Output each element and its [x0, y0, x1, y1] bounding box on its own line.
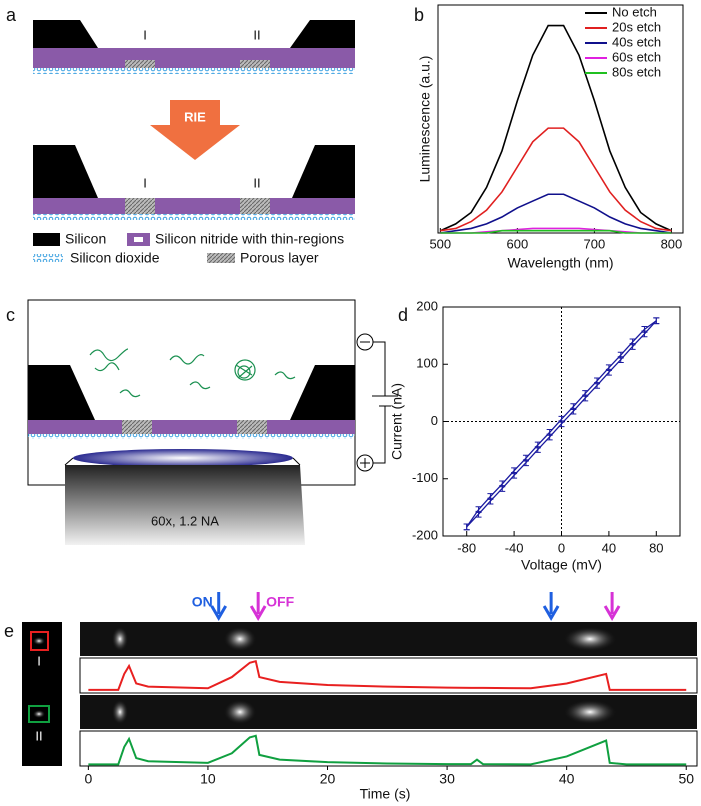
error-bar — [499, 480, 506, 488]
event-arrow — [210, 592, 228, 621]
device-before — [33, 20, 355, 74]
panel-letter: a — [6, 5, 17, 25]
x-axis-label: Voltage (mV) — [521, 557, 602, 573]
event-label: ON — [192, 594, 213, 610]
x-tick-label: 0 — [84, 771, 92, 787]
x-tick-label: 20 — [320, 771, 336, 787]
x-tick-label: 0 — [558, 540, 565, 555]
device-after — [33, 145, 355, 220]
trace-frame — [79, 730, 698, 767]
region-label: I — [143, 27, 147, 42]
region-label: I — [37, 653, 41, 668]
panel-letter: d — [398, 305, 408, 325]
panel-letter: b — [414, 5, 424, 25]
y-axis-label: Luminescence (a.u.) — [417, 56, 433, 183]
event-arrow — [603, 592, 621, 621]
legend-label: 60s etch — [612, 49, 661, 64]
legend-label: Silicon — [65, 231, 106, 247]
process-label: RIE — [184, 109, 206, 124]
error-bar — [582, 390, 589, 397]
error-bar — [617, 351, 624, 359]
legend-swatch — [33, 233, 60, 246]
region-label: II — [253, 175, 260, 190]
x-axis-label: Wavelength (nm) — [507, 255, 613, 271]
y-tick-label: 100 — [416, 356, 438, 371]
event-label: OFF — [266, 594, 294, 610]
panel-letter: c — [6, 305, 15, 325]
x-tick-label: 30 — [439, 771, 455, 787]
legend-swatch — [33, 254, 63, 262]
circuit — [356, 333, 398, 472]
legend-label: 20s etch — [612, 19, 661, 34]
error-bar — [605, 364, 612, 372]
region-label: II — [253, 27, 260, 42]
y-tick-label: -200 — [412, 527, 438, 542]
error-bar — [487, 493, 494, 500]
legend-label: Porous layer — [240, 250, 319, 266]
x-tick-label: 700 — [584, 236, 606, 251]
plot-frame — [437, 4, 684, 234]
data-line — [440, 127, 672, 232]
y-axis-label: Current (nA) — [389, 383, 405, 460]
error-bar — [534, 441, 541, 449]
error-bar — [558, 415, 565, 423]
x-tick-label: 40 — [559, 771, 575, 787]
error-bar — [594, 377, 601, 385]
x-tick-label: 50 — [678, 771, 694, 787]
x-tick-label: 10 — [200, 771, 216, 787]
region-label: I — [143, 175, 147, 190]
x-axis-label: Time (s) — [360, 786, 411, 802]
x-tick-label: 800 — [661, 236, 683, 251]
error-bar — [463, 523, 470, 531]
error-bar — [653, 317, 660, 325]
event-arrow — [542, 592, 560, 621]
y-tick-label: 0 — [431, 413, 438, 428]
x-tick-label: 80 — [649, 540, 663, 555]
legend-label: Silicon dioxide — [70, 250, 160, 266]
objective-label: 60x, 1.2 NA — [151, 513, 219, 528]
process-arrow — [150, 100, 240, 160]
error-bar — [641, 325, 648, 333]
error-bar — [475, 506, 482, 514]
x-tick-label: -80 — [457, 540, 476, 555]
legend-label: 80s etch — [612, 64, 661, 79]
y-tick-label: -100 — [412, 470, 438, 485]
x-tick-label: 40 — [602, 540, 616, 555]
image-strip — [22, 622, 62, 766]
lens — [73, 449, 293, 467]
error-bar — [546, 429, 553, 436]
data-line — [88, 734, 687, 766]
device — [28, 365, 355, 439]
objective — [65, 465, 305, 545]
region-label: II — [35, 728, 42, 743]
data-line — [439, 24, 672, 232]
legend-label: Silicon nitride with thin-regions — [155, 231, 344, 247]
data-line — [440, 229, 672, 234]
error-bar — [570, 403, 577, 410]
error-bar — [511, 467, 518, 475]
event-arrow — [249, 592, 267, 621]
error-bar — [522, 454, 529, 462]
data-line — [440, 193, 672, 234]
y-tick-label: 200 — [416, 298, 438, 313]
legend-label: 40s etch — [612, 34, 661, 49]
data-line — [88, 659, 687, 691]
x-tick-label: 500 — [429, 236, 451, 251]
kymograph — [80, 622, 697, 729]
dna-molecules — [89, 348, 296, 398]
legend-swatch — [207, 253, 235, 263]
x-tick-label: 600 — [507, 236, 529, 251]
error-bar — [629, 338, 636, 346]
x-tick-label: -40 — [505, 540, 524, 555]
legend-label: No etch — [612, 4, 657, 19]
panel-letter: e — [4, 621, 14, 641]
